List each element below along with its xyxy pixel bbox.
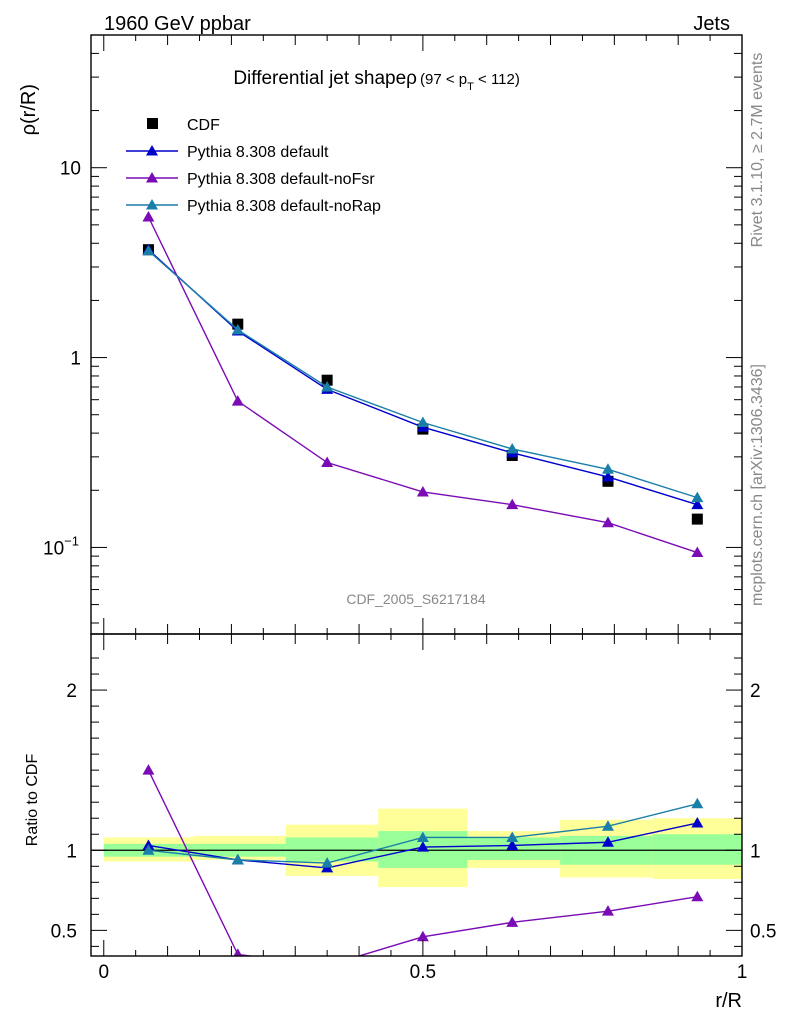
ratio-series-1	[142, 764, 704, 971]
y-tick-label: 10	[60, 159, 81, 180]
legend-entry: Pythia 8.308 default-noFsr	[126, 171, 375, 188]
ratio-y-tick-label-right: 0.5	[750, 921, 776, 942]
ratio-point	[416, 841, 429, 852]
series-line	[147, 250, 698, 499]
data-point	[691, 546, 704, 558]
legend-label: Pythia 8.308 default-noFsr	[187, 171, 375, 188]
ratio-y-tick-label: 2	[66, 681, 77, 702]
ratio-point	[691, 890, 704, 902]
ratio-point	[506, 831, 519, 842]
analysis-watermark: CDF_2005_S6217184	[346, 591, 486, 607]
ratio-panel: Ratio to CDF r/R 2 21 10.5 0.50 0.5 1	[24, 633, 776, 1012]
chart-title: Differential jet shapeρ	[233, 68, 417, 89]
ratio-point	[142, 764, 155, 775]
legend-marker	[146, 145, 158, 156]
y-tick-label: 10−1	[43, 533, 79, 559]
ratio-y-tick-label-right: 1	[750, 841, 761, 862]
data-point	[691, 498, 704, 510]
ratio-frame	[90, 633, 743, 957]
data-point	[416, 416, 429, 428]
ratio-point	[601, 820, 614, 831]
ratio-point	[506, 839, 519, 850]
data-point	[506, 498, 519, 510]
ratio-point	[321, 857, 334, 868]
legend-entry: CDF	[147, 117, 220, 134]
ratio-y-axis-label: Ratio to CDF	[24, 754, 41, 847]
ratio-point	[142, 844, 155, 855]
ratio-point	[601, 836, 614, 847]
ratio-point	[506, 916, 519, 927]
series-line	[147, 216, 698, 554]
y-tick-label: 1	[70, 349, 81, 370]
legend-label: Pythia 8.308 default	[187, 144, 329, 161]
data-point	[691, 491, 704, 503]
data-point	[601, 516, 614, 528]
chart-title-cut: (97 < pT < 112)	[420, 71, 520, 93]
data-point	[601, 463, 614, 474]
ratio-point	[601, 905, 614, 916]
ratio-point	[416, 831, 429, 842]
ratio-point	[231, 853, 244, 865]
legend-marker	[147, 118, 158, 129]
ratio-point	[691, 797, 704, 809]
stat-uncertainty-band	[652, 834, 742, 865]
legend-label: CDF	[187, 117, 220, 134]
ratio-series-2	[142, 797, 704, 868]
data-point	[142, 211, 155, 222]
data-point	[231, 395, 244, 406]
data-point	[321, 456, 334, 468]
legend-marker	[146, 199, 158, 210]
series-3	[142, 244, 704, 503]
ratio-point	[321, 960, 333, 971]
data-point	[231, 323, 244, 335]
legend-entry: Pythia 8.308 default-noRap	[126, 198, 381, 215]
ratio-y-tick-label: 1	[66, 841, 77, 862]
legend-entry: Pythia 8.308 default	[126, 144, 329, 161]
rivet-label: Rivet 3.1.10, ≥ 2.7M events	[749, 53, 766, 248]
mcplots-label: mcplots.cern.ch [arXiv:1306.3436]	[749, 364, 766, 606]
series-2	[142, 211, 704, 558]
x-tick-label: 1	[737, 962, 748, 983]
ratio-point	[233, 948, 243, 956]
series-line	[147, 249, 698, 506]
energy-label: 1960 GeV ppbar	[104, 13, 251, 35]
data-point	[691, 513, 703, 525]
x-tick-label: 0	[98, 962, 109, 983]
main-y-axis-label: ρ(r/R)	[18, 84, 40, 135]
data-point	[601, 470, 614, 482]
x-tick-label: 0.5	[410, 962, 436, 983]
ratio-y-tick-label-right: 2	[750, 681, 761, 702]
ratio-point	[416, 930, 429, 942]
legend-marker	[146, 172, 158, 183]
data-point	[506, 442, 519, 454]
ratio-y-tick-label: 0.5	[51, 921, 77, 942]
process-label: Jets	[693, 13, 730, 35]
data-point	[321, 374, 333, 386]
data-point	[142, 244, 155, 256]
legend-label: Pythia 8.308 default-noRap	[187, 198, 381, 215]
stat-uncertainty-band	[285, 837, 379, 862]
series-0	[142, 244, 703, 525]
ratio-point	[691, 817, 704, 828]
data-point	[416, 485, 429, 497]
legend: CDF Pythia 8.308 default Pythia 8.308 defa…	[126, 117, 381, 215]
data-point	[321, 380, 334, 392]
x-axis-label: r/R	[715, 990, 742, 1012]
main-panel: ρ(r/R) Differential jet shapeρ (97 < pT …	[18, 34, 743, 635]
